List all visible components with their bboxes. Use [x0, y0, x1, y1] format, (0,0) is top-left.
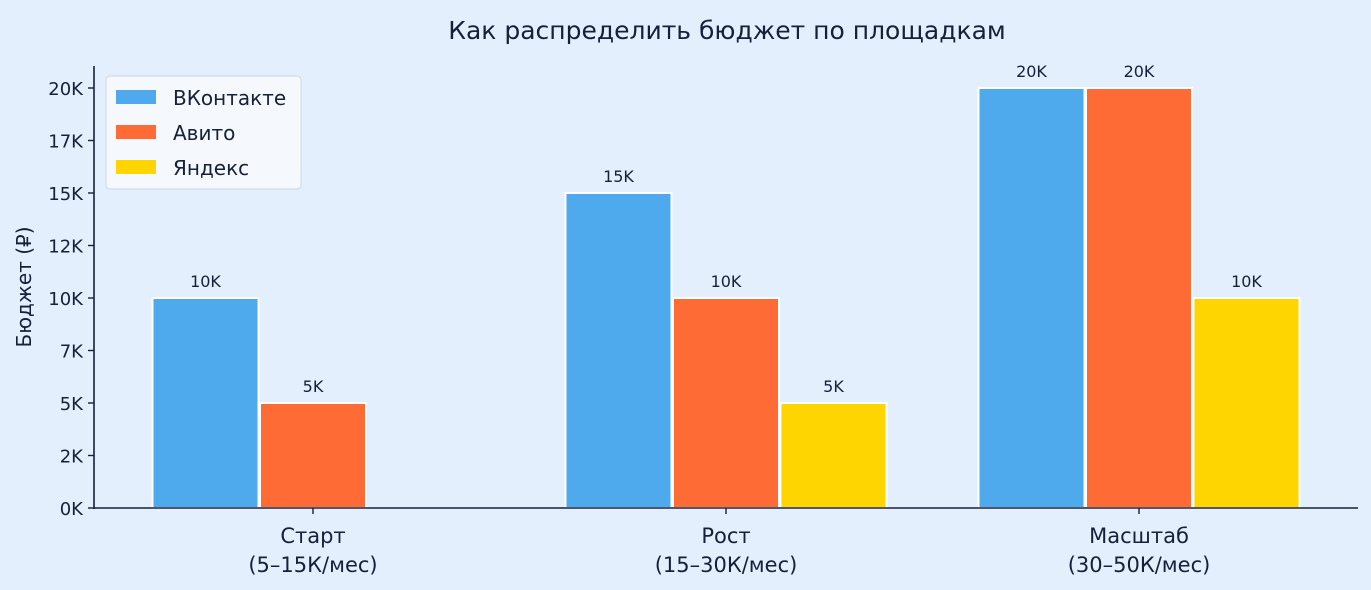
legend-swatch	[116, 125, 156, 139]
y-tick-label: 12K	[48, 237, 84, 258]
y-tick-label: 2K	[60, 447, 84, 468]
x-tick-label: (5–15К/мес)	[248, 553, 377, 577]
legend-swatch	[116, 90, 156, 104]
legend-swatch	[116, 160, 156, 174]
plot-area: 10K 15K 20K 5K 10K 20K 5K 10K 0K 2K 5K 7K 10K 12K 15K 1…	[48, 62, 1358, 577]
data-label: 10K	[190, 272, 221, 291]
x-tick-label: Рост	[701, 524, 750, 548]
y-tick-label: 7K	[60, 342, 84, 363]
y-tick-label: 10K	[48, 289, 84, 310]
y-tick-label: 17K	[48, 132, 84, 153]
bar-1-1	[151, 297, 260, 509]
data-label: 5K	[823, 377, 844, 396]
data-label: 15K	[603, 167, 634, 186]
bar-3-2	[779, 402, 888, 509]
x-tick-label: (15–30К/мес)	[655, 553, 798, 577]
y-axis-label: Бюджет (₽)	[12, 226, 36, 347]
y-tick-label: 20K	[48, 79, 84, 100]
legend-label: Авито	[173, 121, 235, 145]
y-tick-label: 0K	[60, 499, 84, 520]
data-label: 10K	[1231, 272, 1262, 291]
legend-label: ВКонтакте	[173, 86, 286, 110]
x-tick-label: Старт	[280, 524, 345, 548]
bar-3-3	[1192, 297, 1301, 509]
legend: ВКонтакте Авито Яндекс	[105, 75, 302, 190]
chart-title: Как распределить бюджет по площадкам	[448, 16, 1006, 45]
bar-2-3	[1085, 87, 1193, 509]
x-tick-label: Масштаб	[1089, 524, 1189, 548]
data-label: 10K	[711, 272, 742, 291]
data-label: 20K	[1016, 62, 1047, 81]
legend-label: Яндекс	[173, 156, 249, 180]
x-tick-label: (30–50К/мес)	[1068, 553, 1211, 577]
y-tick-label: 15K	[48, 184, 84, 205]
bar-2-1	[259, 402, 367, 509]
data-label: 5K	[303, 377, 324, 396]
bar-1-3	[977, 87, 1086, 509]
bar-2-2	[672, 297, 780, 509]
bar-1-2	[564, 192, 673, 509]
y-tick-label: 5K	[60, 394, 84, 415]
data-label: 20K	[1124, 62, 1155, 81]
